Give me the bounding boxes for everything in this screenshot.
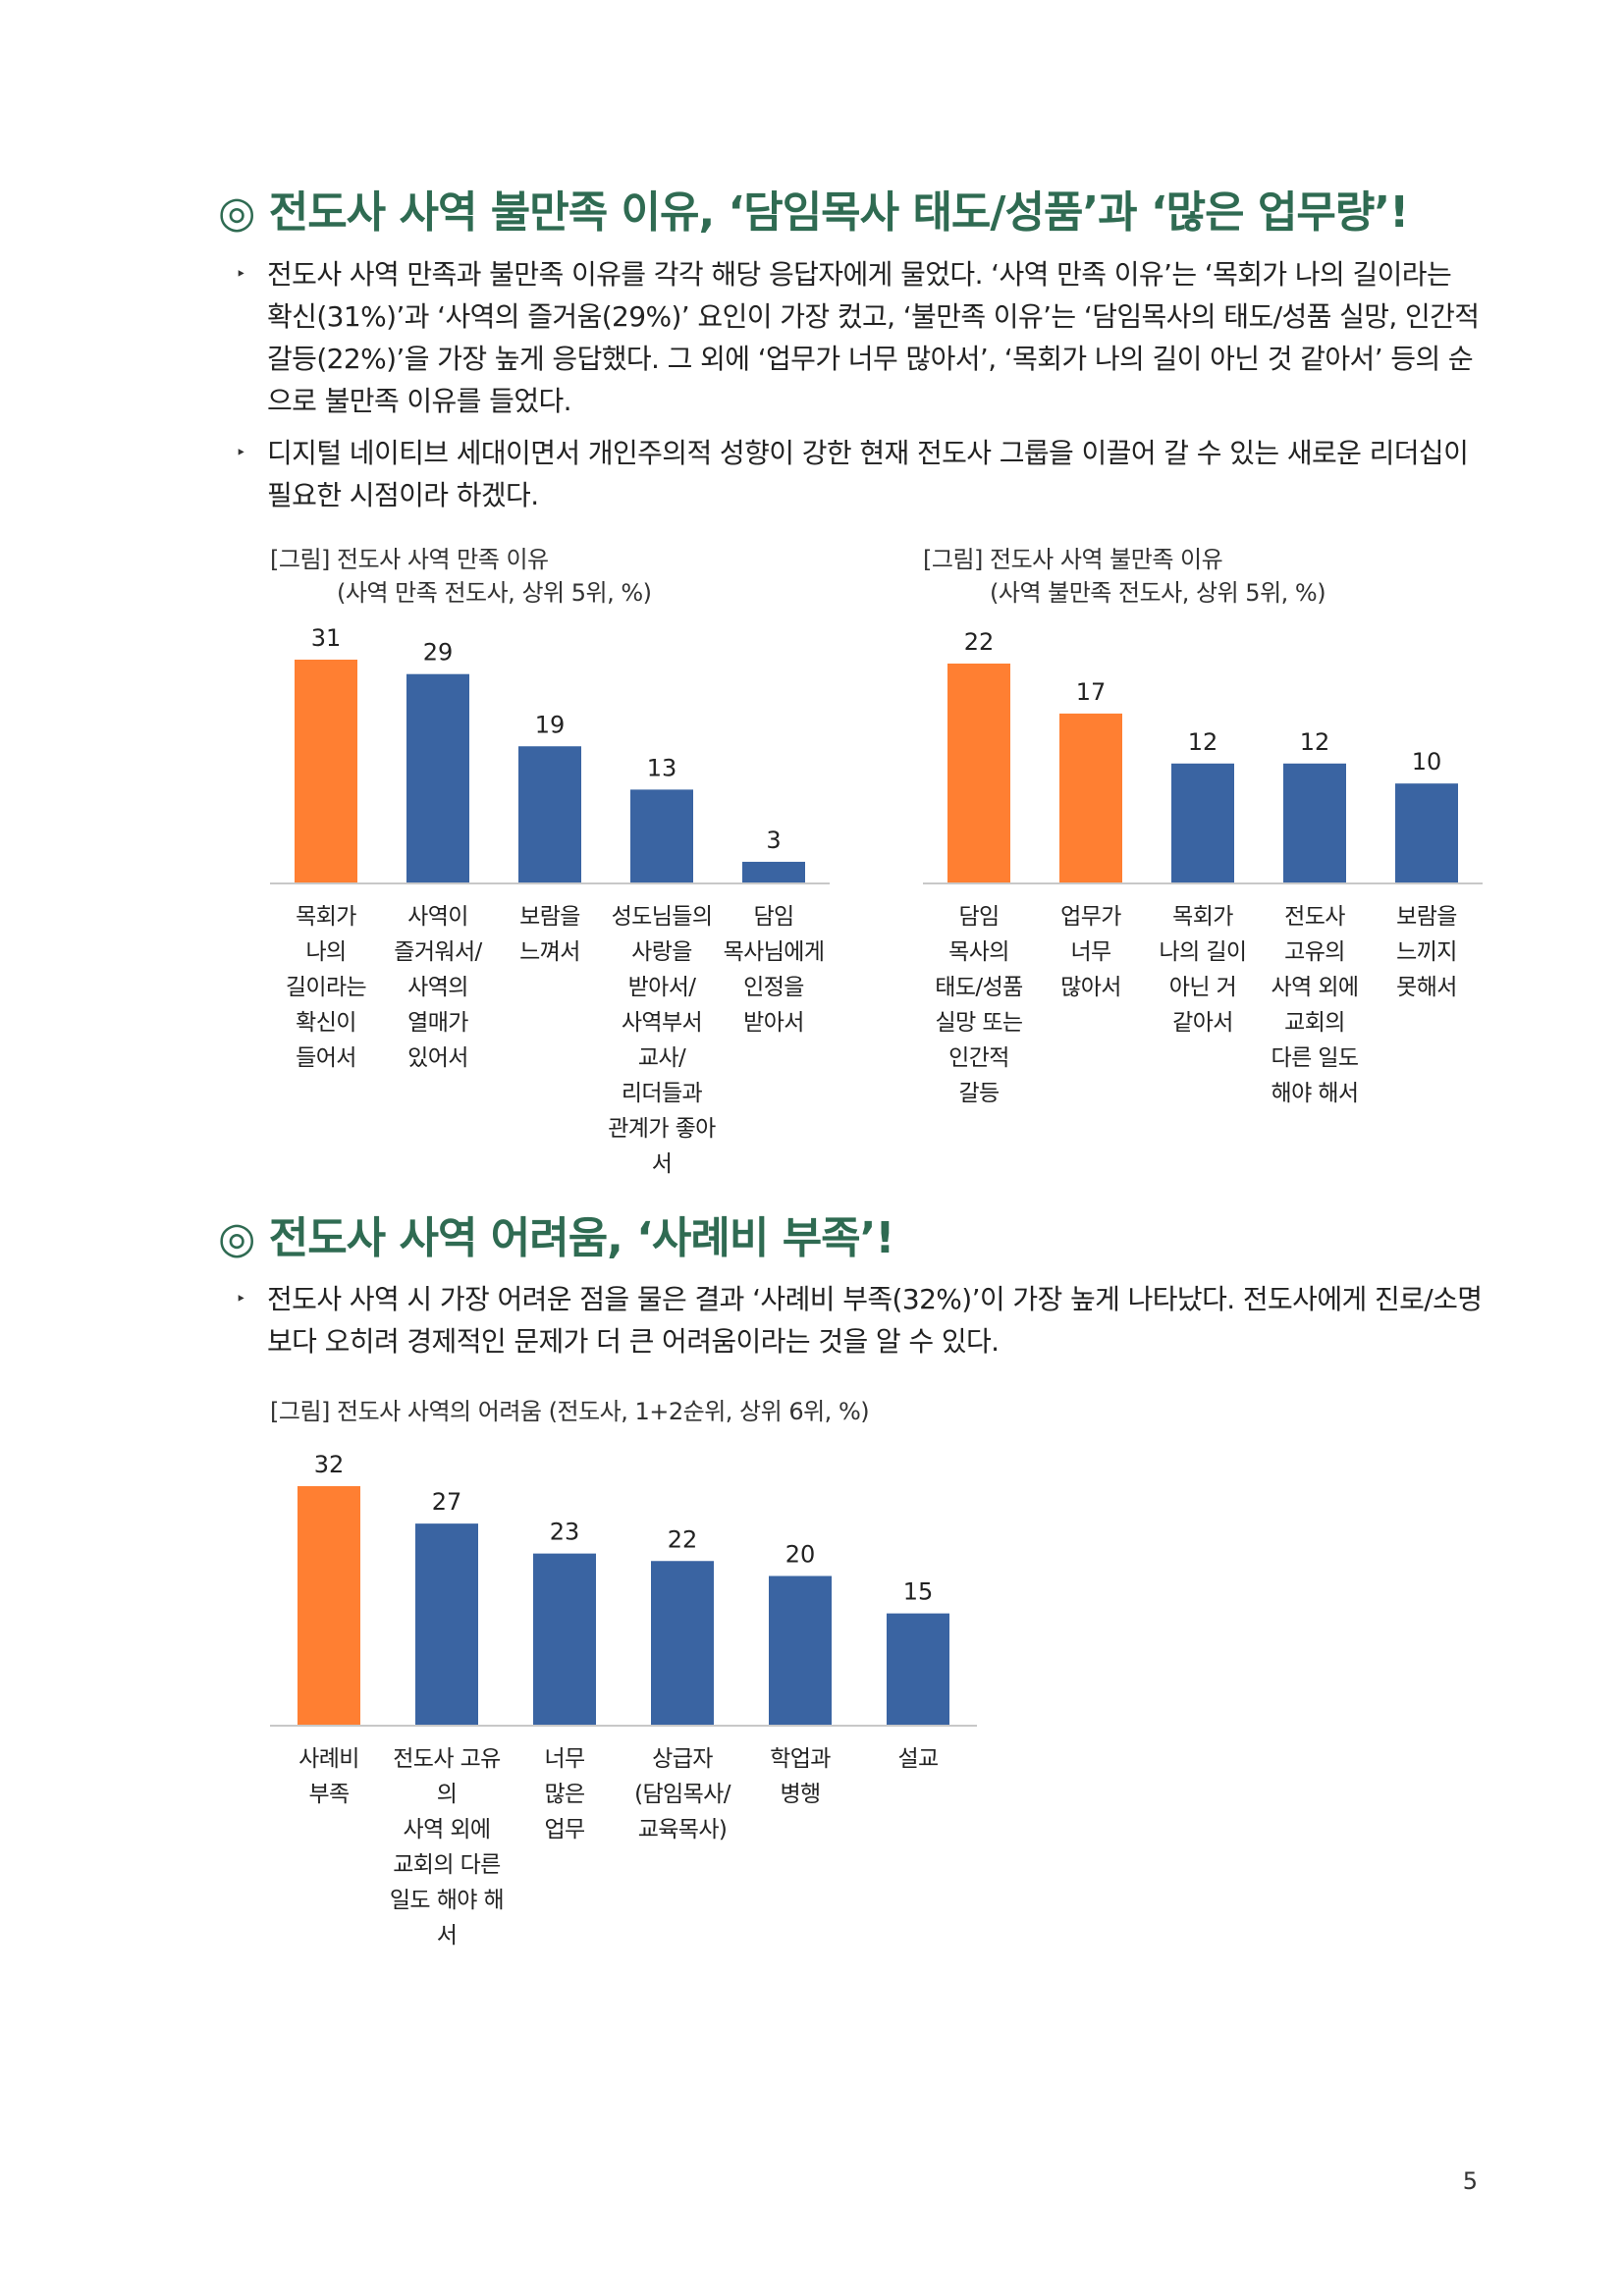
category-label: 사역이 즐거워서/ 사역의 열매가 있어서 [394,904,482,1071]
chart-dissatisfaction-reasons: 22 17 12 12 10 담임 목사의 태도/성품 실망 또는 인간적 갈등 업무가 너… [923,618,1483,1168]
category-label: 보람을 느껴서 [519,904,580,965]
category-label: 보람을 느끼지 못해서 [1396,904,1457,1000]
category-label: 담임 목사의 태도/성품 실망 또는 인간적 갈등 [935,904,1023,1106]
category-label: 전도사 고유의 사역 외에 교회의 다른 일도 해야 해서 [1271,904,1360,1106]
category-label: 학업과 병행 [770,1746,831,1807]
bar-value-label: 29 [423,639,454,667]
bar-value-label: 17 [1076,678,1107,706]
section-1-bullets: ‣ 전도사 사역 만족과 불만족 이유를 각각 해당 응답자에게 물었다. ‘사… [236,253,1483,516]
bar-value-label: 27 [432,1488,462,1516]
bar-value-label: 15 [903,1578,934,1606]
bullet-marker-icon: ‣ [236,1289,246,1309]
category-label: 목회가 나의 길이 아닌 거 같아서 [1159,904,1248,1036]
bar [887,1613,949,1726]
bar [406,673,469,883]
bar-chart-svg: 22 17 12 12 10 [923,628,1483,884]
bullet-marker-icon: ‣ [236,264,246,285]
chart-2-subtitle: (사역 불만족 전도사, 상위 5위, %) [990,579,1326,607]
bar [1171,763,1234,883]
category-label: 목회가 나의 길이라는 확신이 들어서 [285,904,367,1071]
category-label: 성도님들의 사랑을 받아서/ 사역부서 교사/ 리더들과 관계가 좋아서 [608,904,716,1177]
bullet-marker-icon: ‣ [236,443,246,463]
category-label: 담임 목사님에게 인정을 받아서 [723,904,825,1036]
section-heading-difficulties: ◎ 전도사 사역 어려움, ‘사례비 부족’! [218,1213,894,1263]
bar-value-label: 20 [785,1541,816,1569]
bar-value-label: 32 [314,1451,345,1478]
bullet-text: 전도사 사역 만족과 불만족 이유를 각각 해당 응답자에게 물었다. ‘사역 … [267,258,1480,417]
category-label: 너무 많은 업무 [544,1746,585,1842]
chart-1-subtitle: (사역 만족 전도사, 상위 5위, %) [337,579,652,607]
bar [518,746,581,883]
bar [298,1486,360,1726]
bar-value-label: 12 [1300,728,1330,756]
section-heading-dissatisfaction: ◎ 전도사 사역 불만족 이유, ‘담임목사 태도/성품’과 ‘많은 업무량’! [218,187,1409,238]
bullet-paragraph: ‣ 전도사 사역 만족과 불만족 이유를 각각 해당 응답자에게 물었다. ‘사… [236,253,1483,422]
bullet-paragraph: ‣ 디지털 네이티브 세대이면서 개인주의적 성향이 강한 현재 전도사 그룹을… [236,432,1483,516]
category-label: 상급자 (담임목사/ 교육목사) [634,1746,730,1842]
bar-value-label: 19 [535,711,566,738]
bullet-text: 전도사 사역 시 가장 어려운 점을 물은 결과 ‘사례비 부족(32%)’이 … [267,1283,1483,1358]
bar [742,861,805,883]
chart-2-title: [그림] 전도사 사역 불만족 이유 [923,546,1223,573]
bar [947,664,1010,883]
bar [630,789,693,883]
section-2-bullets: ‣ 전도사 사역 시 가장 어려운 점을 물은 결과 ‘사례비 부족(32%)’… [236,1278,1483,1362]
bar-value-label: 22 [964,628,995,656]
bar-value-label: 23 [550,1519,580,1546]
category-label: 업무가 너무 많아서 [1060,904,1121,1000]
page-number: 5 [1462,2167,1478,2195]
bar [415,1523,478,1726]
chart-difficulties: 32 27 23 22 20 15 사례비 부족 전도사 고유의 사역 외에 교회의 다른 일… [270,1441,977,1949]
bullet-paragraph: ‣ 전도사 사역 시 가장 어려운 점을 물은 결과 ‘사례비 부족(32%)’… [236,1278,1483,1362]
bar [651,1561,714,1726]
bar-chart-svg: 31 29 19 13 3 [270,624,830,884]
category-label: 설교 [897,1746,939,1772]
bar [1059,713,1122,883]
bar-value-label: 12 [1188,728,1218,756]
bar [1395,783,1458,883]
category-label: 사례비 부족 [298,1746,359,1807]
chart-1-title: [그림] 전도사 사역 만족 이유 [270,546,549,573]
bar-value-label: 22 [668,1525,698,1553]
bar-value-label: 10 [1412,748,1442,775]
category-label: 전도사 고유의 사역 외에 교회의 다른 일도 해야 해서 [389,1746,505,1949]
bar [295,660,357,883]
bar-value-label: 3 [766,827,781,854]
bar [769,1575,832,1726]
bar-chart-svg: 32 27 23 22 20 15 [270,1451,977,1727]
bar [1283,763,1346,883]
bar-value-label: 31 [311,624,342,652]
bullet-text: 디지털 네이티브 세대이면서 개인주의적 성향이 강한 현재 전도사 그룹을 이… [267,437,1469,511]
chart-satisfaction-reasons: 31 29 19 13 3 목회가 나의 길이라는 확신이 들어서 사역이 즐거워서/ 사역… [270,618,830,1177]
bar [533,1553,596,1726]
chart-3-title: [그림] 전도사 사역의 어려움 (전도사, 1+2순위, 상위 6위, %) [270,1398,870,1425]
bar-value-label: 13 [647,754,677,781]
